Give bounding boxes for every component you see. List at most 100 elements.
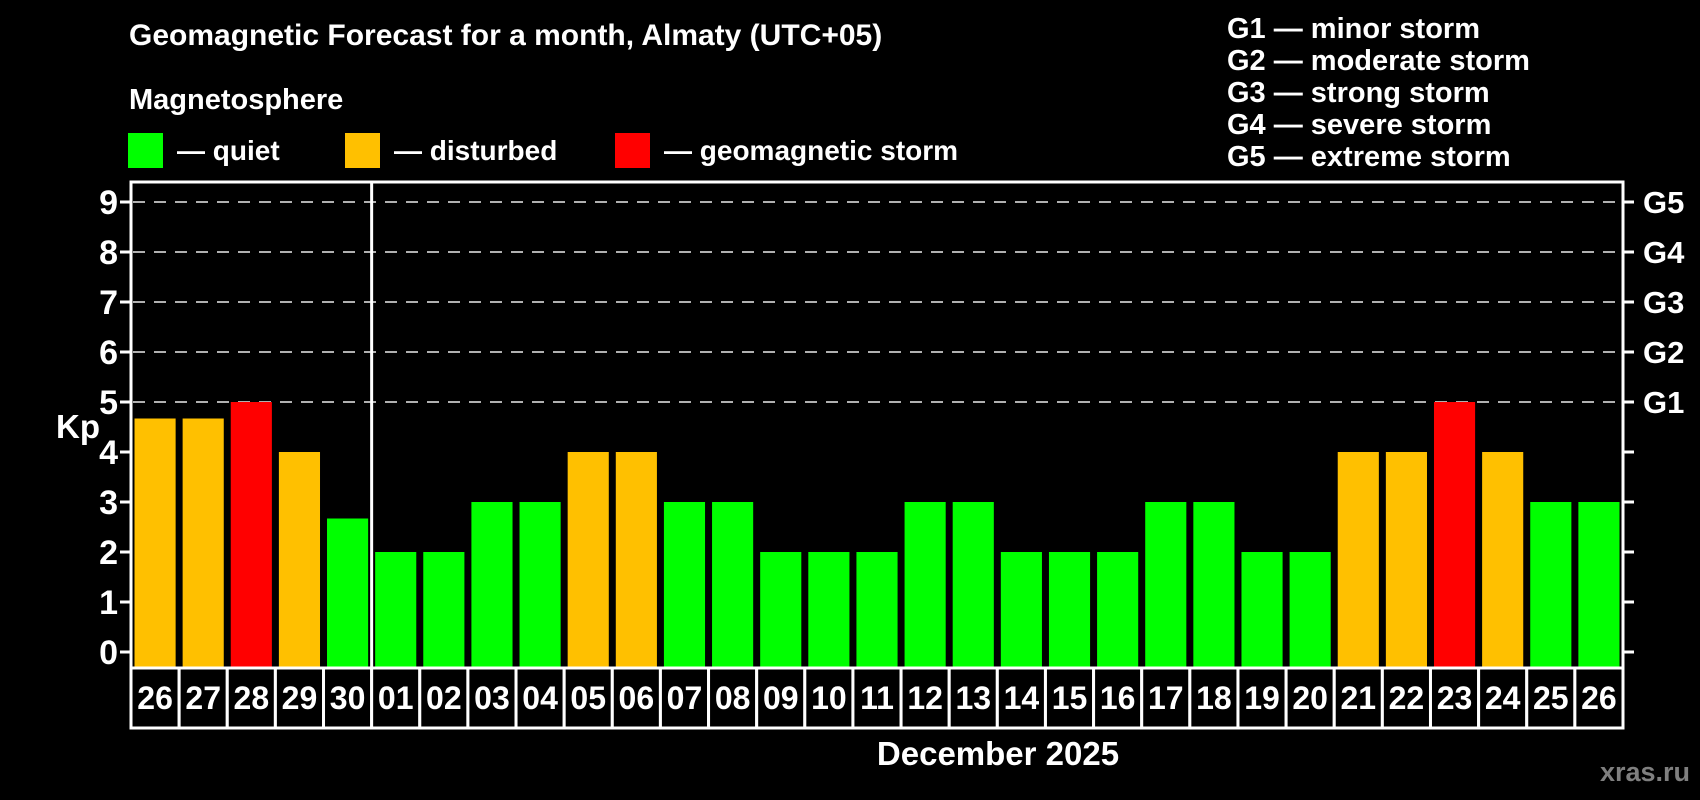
legend-item-disturbed: — disturbed (345, 133, 557, 168)
day-cell-11-idx15 (851, 666, 903, 730)
bar-day-28-idx2 (230, 402, 272, 667)
bar-day-07-idx11 (663, 502, 706, 667)
legend-label-quiet: — quiet (177, 134, 280, 166)
g-level-label-g2: G2 (1643, 335, 1684, 370)
watermark: xras.ru (1599, 757, 1690, 787)
day-label-04-idx8: 04 (522, 680, 558, 716)
day-label-26-idx30: 26 (1581, 680, 1617, 716)
day-label-12-idx16: 12 (907, 680, 943, 716)
day-label-02-idx6: 02 (426, 680, 462, 716)
day-cell-26-idx30 (1573, 666, 1625, 730)
day-label-01-idx5: 01 (378, 680, 414, 716)
day-label-27-idx1: 27 (185, 680, 221, 716)
y-axis-label: Kp (56, 408, 100, 445)
g-level-label-g4: G4 (1643, 235, 1685, 270)
y-tick-label-4: 4 (99, 434, 118, 472)
bar-day-26-idx30 (1578, 502, 1620, 667)
chart-title: Geomagnetic Forecast for a month, Almaty… (129, 19, 883, 52)
day-label-21-idx25: 21 (1340, 680, 1376, 716)
bar-day-18-idx22 (1193, 502, 1235, 667)
day-label-06-idx10: 06 (619, 680, 655, 716)
day-cell-05-idx9 (562, 666, 614, 730)
day-cell-21-idx25 (1332, 666, 1384, 730)
day-label-25-idx29: 25 (1533, 680, 1569, 716)
day-cell-30-idx4 (322, 666, 374, 730)
day-label-16-idx20: 16 (1100, 680, 1136, 716)
day-cell-28-idx2 (225, 666, 277, 730)
y-tick-label-8: 8 (99, 234, 118, 272)
g-legend-g2: G2 — moderate storm (1227, 45, 1530, 77)
chart-subtitle: Magnetosphere (129, 84, 344, 116)
g-legend-g3: G3 — strong storm (1227, 77, 1490, 109)
day-label-15-idx19: 15 (1052, 680, 1088, 716)
y-tick-label-1: 1 (99, 584, 118, 622)
day-cell-16-idx20 (1092, 666, 1144, 730)
day-label-13-idx17: 13 (955, 680, 991, 716)
day-label-03-idx7: 03 (474, 680, 510, 716)
bar-day-25-idx29 (1530, 502, 1572, 667)
bar-day-06-idx10 (615, 452, 657, 667)
g-level-label-g1: G1 (1643, 385, 1684, 420)
bar-day-09-idx13 (760, 552, 802, 667)
y-tick-label-0: 0 (99, 634, 118, 672)
bar-day-01-idx5 (375, 552, 417, 667)
day-cell-06-idx10 (610, 666, 662, 730)
day-label-20-idx24: 20 (1292, 680, 1328, 716)
bar-day-13-idx17 (952, 502, 994, 667)
bar-day-11-idx15 (856, 552, 898, 667)
g-legend-g5: G5 — extreme storm (1227, 141, 1511, 173)
bar-day-24-idx28 (1482, 452, 1524, 667)
disturbed-swatch-icon (345, 133, 380, 168)
bar-day-04-idx8 (519, 502, 561, 667)
y-tick-label-7: 7 (99, 284, 118, 322)
day-label-30-idx4: 30 (330, 680, 366, 716)
legend-item-storm: — geomagnetic storm (615, 133, 958, 168)
y-tick-label-2: 2 (99, 534, 118, 572)
day-cell-01-idx5 (370, 666, 422, 730)
day-label-10-idx14: 10 (811, 680, 847, 716)
day-cell-10-idx14 (803, 666, 855, 730)
day-label-22-idx26: 22 (1389, 680, 1425, 716)
g-level-label-g5: G5 (1643, 185, 1684, 220)
day-label-28-idx2: 28 (234, 680, 270, 716)
y-tick-label-3: 3 (99, 484, 118, 522)
bar-day-08-idx12 (712, 502, 754, 667)
day-cell-02-idx6 (418, 666, 470, 730)
x-axis-title: December 2025 (876, 735, 1120, 772)
day-label-24-idx28: 24 (1485, 680, 1521, 716)
day-label-19-idx23: 19 (1244, 680, 1280, 716)
day-label-11-idx15: 11 (860, 680, 894, 716)
day-cell-07-idx11 (658, 666, 711, 730)
day-cell-20-idx24 (1284, 666, 1336, 730)
day-label-26-idx0: 26 (137, 680, 173, 716)
y-tick-label-6: 6 (99, 334, 118, 372)
g-scale-legend: G1 — minor storm G2 — moderate storm G3 … (1227, 13, 1530, 173)
day-cell-04-idx8 (514, 666, 566, 730)
bar-day-12-idx16 (904, 502, 946, 667)
bar-day-03-idx7 (471, 502, 513, 667)
day-label-17-idx21: 17 (1148, 680, 1184, 716)
bar-day-20-idx24 (1289, 552, 1331, 667)
bar-day-23-idx27 (1433, 402, 1476, 667)
day-label-05-idx9: 05 (570, 680, 606, 716)
day-label-08-idx12: 08 (715, 680, 751, 716)
storm-swatch-icon (615, 133, 650, 168)
bar-day-19-idx23 (1241, 552, 1283, 667)
y-tick-label-9: 9 (99, 184, 118, 222)
day-cell-15-idx19 (1043, 666, 1096, 730)
bar-day-30-idx4 (327, 518, 369, 667)
g-level-label-g3: G3 (1643, 285, 1684, 320)
legend-label-disturbed: — disturbed (394, 134, 558, 166)
bar-day-26-idx0 (134, 418, 176, 667)
bar-day-14-idx18 (1000, 552, 1042, 667)
g-legend-g4: G4 — severe storm (1227, 109, 1492, 141)
legend-item-quiet: — quiet (128, 133, 280, 168)
day-label-23-idx27: 23 (1437, 680, 1473, 716)
bar-day-10-idx14 (808, 552, 850, 667)
day-label-07-idx11: 07 (667, 680, 703, 716)
legend-label-storm: — geomagnetic storm (664, 134, 959, 166)
day-cell-14-idx18 (995, 666, 1047, 730)
bar-day-15-idx19 (1048, 552, 1091, 667)
